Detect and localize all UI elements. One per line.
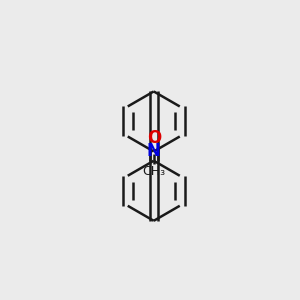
- Text: N: N: [147, 142, 161, 160]
- Text: O: O: [147, 129, 161, 147]
- Text: CH₃: CH₃: [142, 165, 165, 178]
